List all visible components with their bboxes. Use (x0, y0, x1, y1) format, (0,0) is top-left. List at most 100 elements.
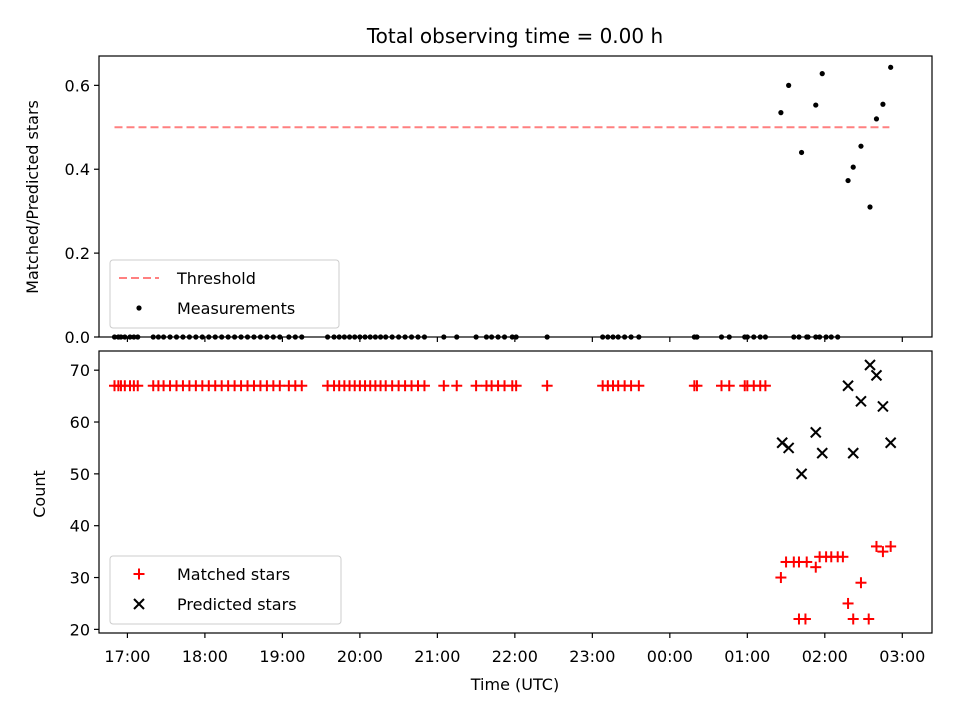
legend-predicted-stars-swatch (133, 598, 145, 610)
x-stroke-b (133, 598, 145, 610)
top-y-tick-label: 0.4 (65, 160, 90, 179)
x-stroke-b (847, 447, 859, 459)
matched-stars-point (296, 380, 308, 392)
top-legend: Threshold Measurements (109, 259, 340, 329)
x-stroke-b (864, 359, 876, 371)
x-tick-label: 01:00 (724, 647, 770, 666)
matched-stars-point (885, 540, 897, 552)
legend-measurements-swatch (136, 305, 142, 311)
top-y-tick-label: 0.0 (65, 328, 90, 347)
matched-stars-point (837, 551, 849, 563)
measurement-point (888, 64, 894, 70)
x-stroke-b (855, 395, 867, 407)
predicted-stars-point (855, 395, 867, 407)
x-tick-label: 21:00 (414, 647, 460, 666)
bottom-legend: Matched stars Predicted stars (109, 555, 342, 625)
predicted-stars-point (870, 369, 883, 382)
x-stroke-b (816, 447, 828, 459)
matched-stars-point (470, 380, 482, 392)
bottom-y-tick-label: 20 (70, 620, 90, 639)
bottom-y-tick-label: 30 (70, 569, 90, 588)
matched-stars-point (438, 380, 450, 392)
top-plot-frame (98, 55, 933, 338)
matched-stars-point (132, 380, 144, 392)
measurement-point (867, 204, 873, 210)
x-tick-label: 22:00 (492, 647, 538, 666)
top-y-tick-label: 0.6 (65, 76, 90, 95)
measurement-point (858, 143, 864, 149)
predicted-stars-point (782, 442, 795, 454)
bottom-y-tick-label: 60 (70, 413, 90, 432)
matched-stars-point (842, 597, 854, 609)
bottom-y-tick-label: 70 (70, 361, 90, 380)
measurement-point (813, 102, 819, 108)
measurement-point (880, 101, 886, 107)
matched-stars-point (451, 380, 463, 392)
matched-stars-point (775, 572, 787, 584)
bottom-plot-frame (98, 350, 933, 634)
matched-stars-point (877, 546, 889, 558)
x-tick-label: 19:00 (259, 647, 305, 666)
matched-stars-point (510, 380, 522, 392)
predicted-stars-point (816, 447, 828, 459)
matched-stars-point (801, 556, 813, 568)
predicted-stars-point (884, 437, 897, 449)
x-stroke-b (877, 400, 889, 413)
matched-stars-point (847, 613, 859, 625)
x-axis-label: Time (UTC) (470, 675, 559, 694)
matched-stars-point (418, 380, 430, 392)
x-stroke-b (810, 426, 822, 439)
x-tick-label: 23:00 (569, 647, 615, 666)
top-axes: 0.0 0.2 0.4 0.6 (65, 55, 933, 347)
matched-stars-point (855, 577, 867, 589)
predicted-stars-point (810, 426, 822, 439)
x-tick-label: 20:00 (337, 647, 383, 666)
matched-stars-point (810, 561, 822, 573)
top-y-tick-label: 0.2 (65, 244, 90, 263)
measurement-point (786, 82, 792, 88)
matched-stars-point (633, 380, 645, 392)
measurement-point (819, 71, 825, 77)
bottom-plot-marks (108, 359, 897, 625)
x-tick-label: 00:00 (647, 647, 693, 666)
predicted-stars-point (795, 468, 808, 480)
top-legend-label: Threshold (176, 269, 256, 288)
top-legend-label: Measurements (177, 299, 295, 318)
predicted-stars-point (847, 447, 859, 459)
x-tick-label: 03:00 (879, 647, 925, 666)
matched-stars-point (759, 380, 771, 392)
top-plot-marks (111, 64, 894, 340)
measurement-point (798, 149, 805, 156)
top-legend-box (109, 259, 340, 329)
x-stroke-b (884, 437, 897, 449)
x-stroke-b (870, 369, 883, 382)
matched-stars-point (799, 613, 811, 625)
bottom-legend-label: Matched stars (177, 565, 290, 584)
matched-stars-point (541, 380, 553, 392)
x-stroke-b (776, 437, 788, 449)
x-stroke-b (795, 468, 808, 480)
bottom-panel: 20 30 40 50 60 70 17:00 18:00 19:00 20:00 21:00 22:… (70, 350, 933, 666)
bottom-axes: 20 30 40 50 60 70 17:00 18:00 19:00 20:00 21:00 22:… (70, 350, 933, 666)
x-tick-label: 18:00 (182, 647, 228, 666)
matched-stars-point (691, 380, 703, 392)
top-y-axis-label: Matched/Predicted stars (23, 100, 42, 294)
legend-matched-stars-swatch (133, 568, 145, 580)
chart-title: Total observing time = 0.00 h (366, 24, 663, 48)
measurement-point (850, 164, 856, 170)
bottom-legend-box (109, 555, 342, 625)
measurement-point (778, 110, 784, 116)
measurement-point (845, 177, 851, 184)
x-tick-label: 02:00 (802, 647, 848, 666)
predicted-stars-point (877, 400, 889, 413)
measurement-point (873, 116, 880, 122)
x-tick-label: 17:00 (104, 647, 150, 666)
matched-stars-point (723, 380, 735, 392)
predicted-stars-point (864, 359, 876, 371)
bottom-y-axis-label: Count (30, 470, 49, 518)
matched-stars-point (870, 540, 882, 552)
matched-stars-point (863, 613, 875, 625)
bottom-y-tick-label: 40 (70, 517, 90, 536)
predicted-stars-point (842, 380, 854, 392)
